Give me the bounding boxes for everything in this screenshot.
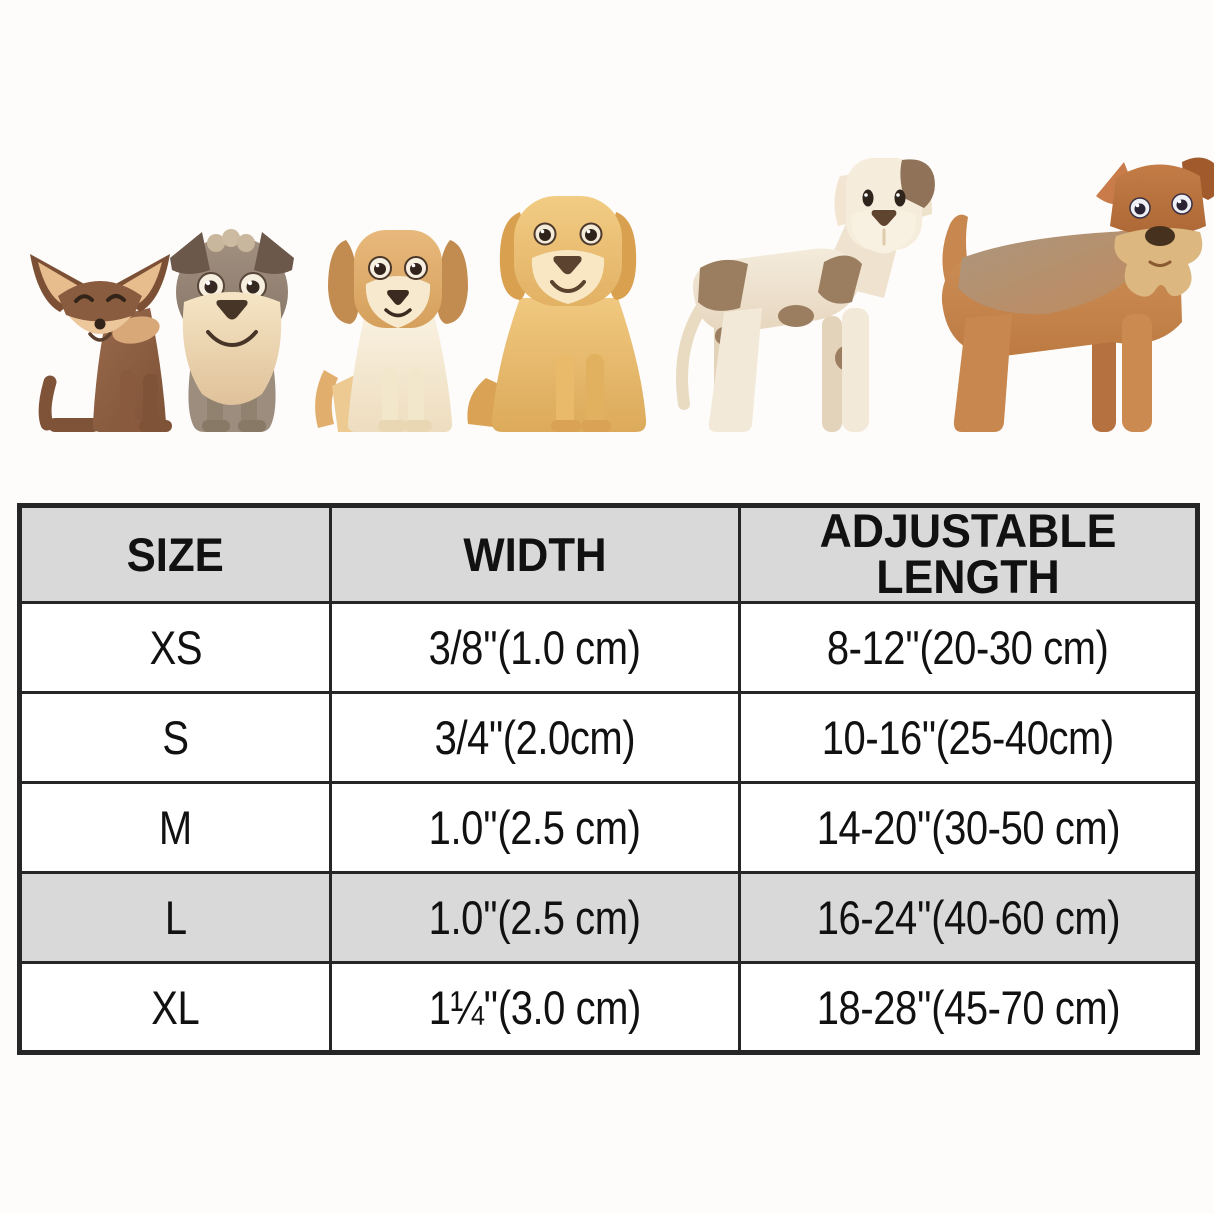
- size-chart-table: SIZE WIDTH ADJUSTABLE LENGTH XS 3/8''(1.…: [17, 503, 1200, 1056]
- length-cell: 16-24''(40-60 cm): [738, 871, 1199, 965]
- length-cell: 18-28''(45-70 cm): [738, 961, 1199, 1055]
- width-cell: 1.0''(2.5 cm): [329, 871, 741, 965]
- size-cell: XL: [18, 961, 332, 1055]
- dog-chihuahua-illustration: [30, 254, 172, 432]
- table-row-l: L 1.0''(2.5 cm) 16-24''(40-60 cm): [18, 871, 1199, 965]
- column-header-size: SIZE: [18, 503, 332, 605]
- size-cell: M: [18, 781, 332, 875]
- size-cell: L: [18, 871, 332, 965]
- dog-beagle-illustration: [315, 230, 468, 432]
- dog-great-dane-illustration: [676, 158, 935, 432]
- width-cell: 3/8''(1.0 cm): [329, 601, 741, 695]
- width-cell: 3/4"(2.0cm): [329, 691, 741, 785]
- length-cell: 14-20''(30-50 cm): [738, 781, 1199, 875]
- table-header-row: SIZE WIDTH ADJUSTABLE LENGTH: [18, 503, 1199, 605]
- table-row-m: M 1.0''(2.5 cm) 14-20''(30-50 cm): [18, 781, 1199, 875]
- size-cell: S: [18, 691, 332, 785]
- dog-airedale-terrier-illustration: [941, 157, 1214, 432]
- length-cell: 8-12''(20-30 cm): [738, 601, 1199, 695]
- dog-golden-retriever-illustration: [467, 196, 647, 432]
- size-cell: XS: [18, 601, 332, 695]
- width-cell: 1.0''(2.5 cm): [329, 781, 741, 875]
- length-cell: 10-16"(25-40cm): [738, 691, 1199, 785]
- table-row-s: S 3/4"(2.0cm) 10-16"(25-40cm): [18, 691, 1199, 785]
- dogs-illustration: [30, 157, 1214, 432]
- width-cell: 1¼''(3.0 cm): [329, 961, 741, 1055]
- dog-schnauzer-illustration: [170, 229, 294, 432]
- table-row-xl: XL 1¼''(3.0 cm) 18-28''(45-70 cm): [18, 961, 1199, 1055]
- column-header-adjustable-length: ADJUSTABLE LENGTH: [738, 503, 1199, 605]
- column-header-width: WIDTH: [329, 503, 741, 605]
- table-row-xs: XS 3/8''(1.0 cm) 8-12''(20-30 cm): [18, 601, 1199, 695]
